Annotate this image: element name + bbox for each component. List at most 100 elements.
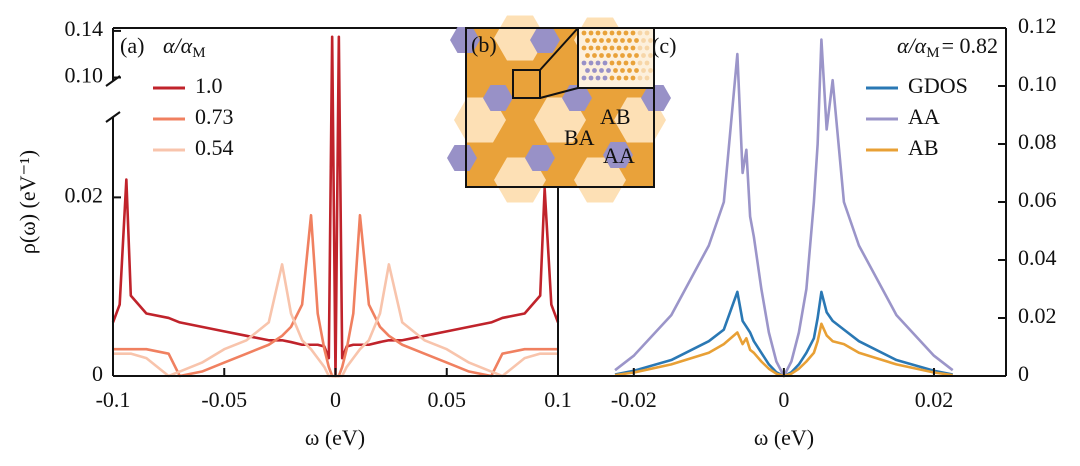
y-tick-label: 0.04 xyxy=(1018,245,1057,270)
inset-atom xyxy=(637,75,643,81)
y-tick-label: 0 xyxy=(1018,361,1029,386)
inset-atom xyxy=(613,68,618,73)
legend-title-symbol: α/α xyxy=(897,33,927,58)
y-tick-label: 0.02 xyxy=(1018,303,1057,328)
inset-atom xyxy=(585,38,590,43)
legend-title-value: = 0.82 xyxy=(942,33,998,58)
inset-atom xyxy=(602,30,608,36)
x-tick-label: -0.02 xyxy=(611,387,657,412)
inset-atom xyxy=(648,38,653,43)
panel-label: (c) xyxy=(652,33,676,58)
inset-atom xyxy=(581,30,587,36)
x-axis-label: ω (eV) xyxy=(754,425,814,450)
inset-atom xyxy=(620,38,625,43)
inset-domain xyxy=(641,85,671,111)
x-tick-label: 0.05 xyxy=(428,387,467,412)
y-tick-label: 0.06 xyxy=(1018,187,1057,212)
inset-atom xyxy=(623,45,629,51)
inset-atom xyxy=(602,75,608,81)
inset-atom xyxy=(644,60,650,66)
inset-atom xyxy=(637,60,643,66)
inset-domain xyxy=(494,15,546,61)
panel-label: (a) xyxy=(120,33,144,58)
inset-domain xyxy=(483,85,513,111)
x-tick-label: 0.1 xyxy=(544,387,572,412)
legend-title: α/αM xyxy=(163,33,206,61)
inset-region-label: BA xyxy=(564,125,595,150)
x-tick-label: 0.02 xyxy=(915,387,954,412)
y-tick-label: 0.14 xyxy=(65,16,104,41)
inset-atom xyxy=(609,75,615,81)
inset-atom xyxy=(592,38,597,43)
data-line xyxy=(614,290,953,378)
inset-atom xyxy=(641,38,646,43)
inset-atom xyxy=(630,60,636,66)
inset-atom xyxy=(581,60,587,66)
inset-domain xyxy=(447,145,477,171)
inset-label: (b) xyxy=(471,32,497,57)
inset-atom xyxy=(616,75,622,81)
legend-label: GDOS xyxy=(908,73,968,98)
inset-atom xyxy=(613,38,618,43)
inset-atom xyxy=(595,75,601,81)
inset-atom xyxy=(595,60,601,66)
inset-domain xyxy=(574,157,626,203)
inset-atom xyxy=(644,30,650,36)
inset-atom xyxy=(585,68,590,73)
y-tick-label: 0 xyxy=(92,361,103,386)
inset-region-label: AA xyxy=(603,143,635,168)
inset-atom xyxy=(599,53,604,58)
legend-label: 1.0 xyxy=(195,73,223,98)
inset-connector xyxy=(539,87,579,99)
inset-atom xyxy=(634,53,639,58)
inset-frame xyxy=(465,27,655,188)
inset-atom xyxy=(595,45,601,51)
inset-atom xyxy=(609,30,615,36)
legend-label: AA xyxy=(908,104,940,129)
inset-atom xyxy=(588,45,594,51)
legend-title-subscript: M xyxy=(926,45,939,61)
inset-atom xyxy=(623,30,629,36)
inset-atom xyxy=(637,45,643,51)
inset-atom xyxy=(630,75,636,81)
inset-atom xyxy=(616,60,622,66)
inset-atom xyxy=(641,68,646,73)
legend-title-symbol: α/α xyxy=(163,33,193,58)
inset-atom xyxy=(648,53,653,58)
y-tick-label: 0.10 xyxy=(65,63,104,88)
inset-atom xyxy=(599,38,604,43)
inset-atom xyxy=(595,30,601,36)
inset-atom xyxy=(606,38,611,43)
x-tick-label: 0 xyxy=(330,387,341,412)
x-tick-label: -0.1 xyxy=(96,387,131,412)
inset-atom xyxy=(609,60,615,66)
inset-atom xyxy=(588,75,594,81)
inset-atom xyxy=(592,53,597,58)
y-axis-label: ρ(ω) (eV⁻¹) xyxy=(15,150,40,254)
x-tick-label: 0 xyxy=(778,387,789,412)
inset-atom xyxy=(606,53,611,58)
inset-atom xyxy=(606,68,611,73)
inset-atom xyxy=(627,53,632,58)
y-tick-label: 0.02 xyxy=(65,182,104,207)
inset-atom xyxy=(613,53,618,58)
inset-atom xyxy=(581,45,587,51)
inset-atom xyxy=(637,30,643,36)
axis-break xyxy=(105,111,121,123)
legend-label: 0.73 xyxy=(195,104,234,129)
inset-atom xyxy=(602,60,608,66)
inset-domain xyxy=(530,27,560,53)
inset-atom xyxy=(644,45,650,51)
inset-atom xyxy=(585,53,590,58)
inset-atom xyxy=(644,75,650,81)
x-axis-label: ω (eV) xyxy=(305,425,365,450)
inset-atom xyxy=(609,45,615,51)
inset-atom xyxy=(616,45,622,51)
inset-atom xyxy=(592,68,597,73)
inset-atom xyxy=(620,68,625,73)
inset-atom xyxy=(634,68,639,73)
inset-atom xyxy=(602,45,608,51)
inset-domain xyxy=(562,85,592,111)
legend-title: α/αM= 0.82 xyxy=(897,33,998,61)
